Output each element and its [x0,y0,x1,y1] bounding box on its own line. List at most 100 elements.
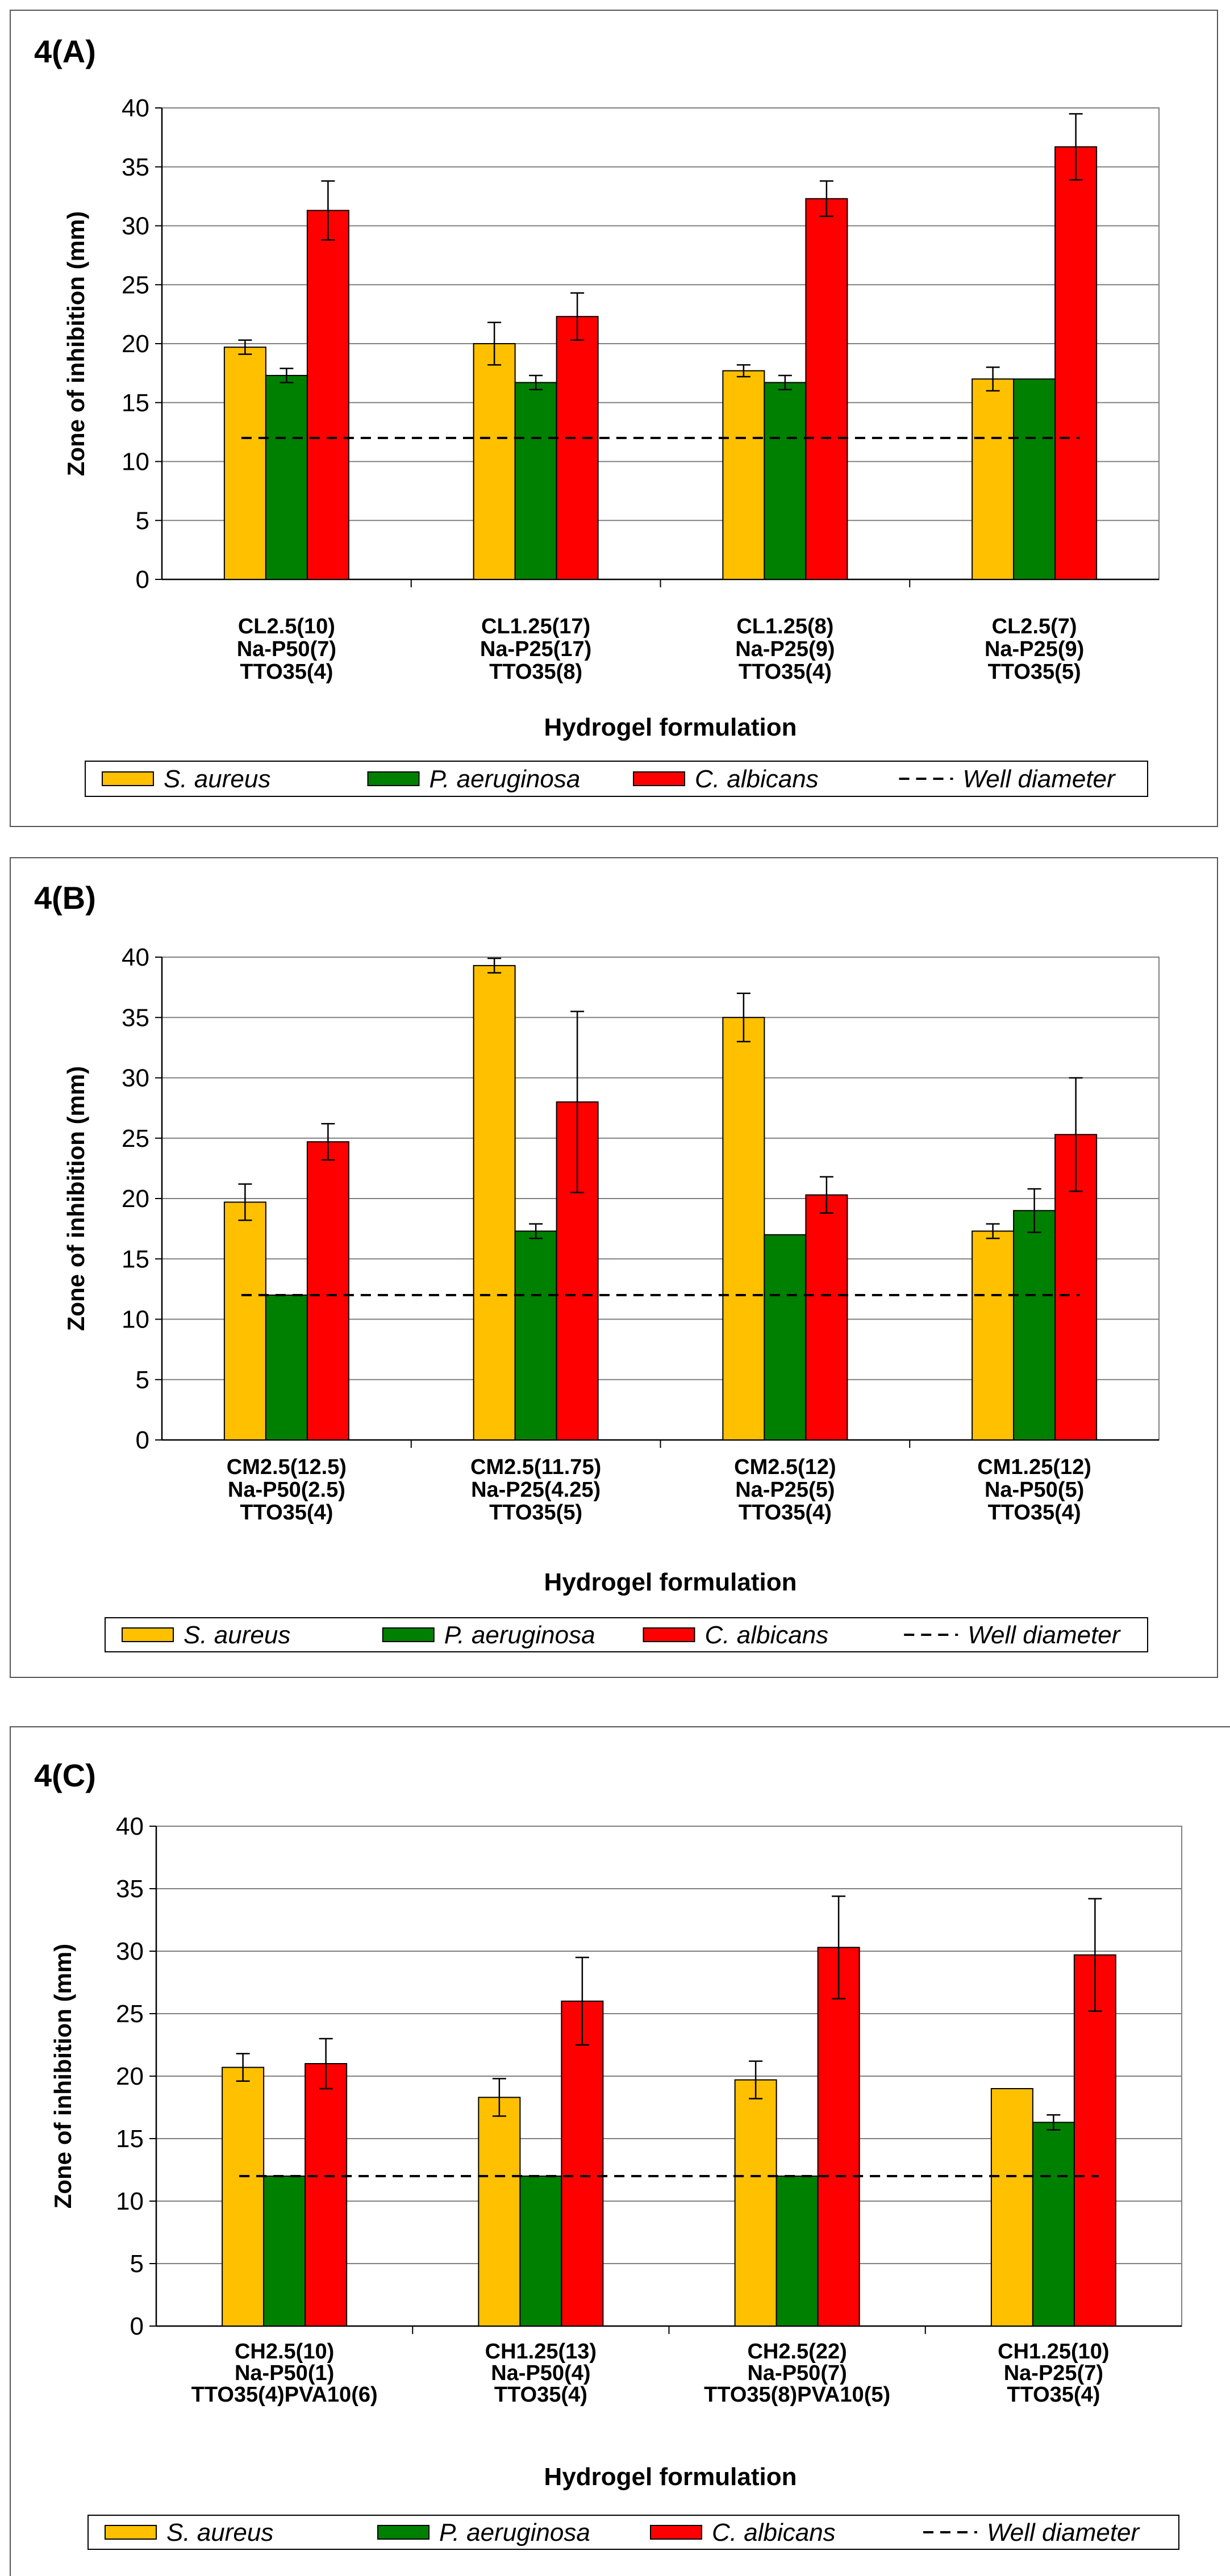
y-tick-label: 10 [122,1306,149,1334]
y-tick-label: 5 [136,507,149,535]
legend-label: Well diameter [963,765,1117,793]
bar [775,2176,819,2327]
x-category-label: CH1.25(10) [998,2340,1109,2364]
x-category-label: CM2.5(11.75) [470,1455,601,1479]
x-axis-label: Hydrogel formulation [544,1568,797,1596]
bar [1073,1954,1116,2327]
x-axis-label: Hydrogel formulation [544,713,797,741]
bar [223,1201,266,1441]
x-category-label: CH2.5(10) [235,2340,334,2364]
x-category-label: TTO35(5) [988,660,1081,684]
bar [514,382,557,580]
legend-frame [87,2515,1179,2550]
panel-title: 4(C) [34,1757,96,1793]
y-tick-label: 0 [130,2312,144,2340]
y-tick-label: 40 [122,943,149,971]
panel-title: 4(A) [34,34,96,69]
y-tick-label: 0 [136,566,149,594]
y-tick-label: 30 [122,212,149,240]
legend-swatch [643,1627,695,1642]
bar [263,2176,306,2327]
y-tick-label: 35 [116,1875,144,1903]
x-category-label: CL1.25(17) [481,615,590,638]
bar [722,370,765,580]
y-tick-label: 10 [122,448,149,476]
x-category-label: TTO35(4) [1007,2383,1100,2407]
legend-frame [85,761,1148,797]
legend-swatch [367,771,420,786]
bar [764,382,807,580]
legend-label: S. aureus [164,765,270,793]
bar [722,1017,765,1441]
y-axis-label: Zone of inhibition (mm) [62,1066,89,1331]
panel-title: 4(B) [34,880,96,916]
y-tick-label: 30 [122,1064,149,1092]
x-category-label: Na-P25(7) [1004,2361,1103,2385]
x-category-label: TTO35(4) [494,2383,587,2407]
legend-label: S. aureus [166,2519,273,2546]
x-category-label: Na-P50(2.5) [228,1478,345,1502]
legend-label: Well diameter [968,1621,1121,1649]
legend: S. aureus P. aeruginosa C. albicans Well di… [85,761,1148,797]
x-category-label: CL1.25(8) [736,615,833,638]
panel-3: 4(C) 0 5 10 15 20 25 30 35 40 Zone of inhibition (… [10,1726,1230,2576]
y-tick-label: 0 [136,1426,149,1454]
bar [817,1947,860,2327]
x-category-label: CL2.5(10) [238,615,335,638]
bar [305,2063,348,2327]
bar [519,2176,562,2327]
bar [561,2001,604,2327]
x-category-label: TTO35(8) [489,660,582,684]
x-category-label: CM2.5(12.5) [227,1455,347,1479]
legend-frame [105,1617,1148,1652]
x-category-label: CM2.5(12) [734,1455,836,1479]
bar [556,316,599,581]
bar [473,965,516,1441]
bar [805,198,848,580]
bar [306,1141,349,1441]
bar [1013,378,1056,580]
legend-swatch [122,1627,174,1642]
x-category-label: Na-P50(5) [985,1478,1084,1502]
x-category-label: TTO35(4) [739,1501,832,1525]
x-category-label: Na-P25(17) [480,637,591,661]
bar [764,1234,807,1441]
bar [473,343,516,580]
bar [306,210,349,580]
x-category-label: Na-P25(9) [985,637,1084,661]
x-category-label: TTO35(4)PVA10(6) [191,2383,378,2407]
bar [990,2088,1033,2327]
x-category-label: Na-P50(1) [235,2361,334,2385]
bar [222,2066,265,2327]
y-tick-label: 25 [122,271,149,299]
x-category-label: TTO35(4) [240,1501,333,1525]
x-category-label: TTO35(4) [988,1501,1081,1525]
y-tick-label: 20 [122,330,149,358]
legend-label: Well diameter [987,2519,1141,2546]
bar [972,1230,1015,1441]
legend-label: C. albicans [705,1621,829,1649]
bar [734,2079,777,2327]
bar [1032,2122,1075,2327]
panel-2: 4(B) 0 5 10 15 20 25 30 35 40 Zone of inhibition (… [10,857,1218,1678]
y-tick-label: 5 [136,1366,149,1394]
y-tick-label: 20 [122,1185,149,1213]
bar [223,346,266,580]
bar [265,375,308,581]
x-category-label: TTO35(8)PVA10(5) [704,2383,890,2407]
x-axis-label: Hydrogel formulation [544,2463,797,2491]
legend-swatch [650,2525,702,2540]
bar [1013,1210,1056,1441]
legend-swatch [105,2525,157,2540]
legend: S. aureus P. aeruginosa C. albicans Well di… [87,2515,1179,2550]
bar [972,378,1015,580]
x-category-label: CM1.25(12) [977,1455,1091,1479]
legend-swatch [382,1627,435,1642]
y-tick-label: 25 [116,2000,144,2028]
panel-1: 4(A) 0 5 10 15 20 25 30 35 40 Zone of inhibition (… [10,10,1218,827]
x-category-label: CL2.5(7) [992,615,1077,638]
y-tick-label: 5 [130,2250,144,2278]
y-tick-label: 15 [116,2125,144,2153]
legend-label: P. aeruginosa [444,1621,595,1649]
